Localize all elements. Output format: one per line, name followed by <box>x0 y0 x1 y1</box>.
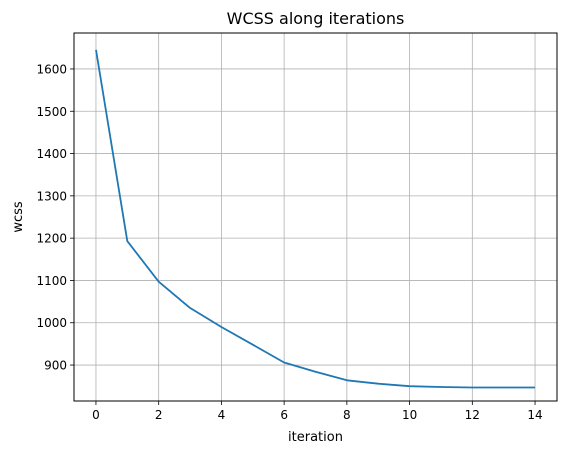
y-tick-label: 1500 <box>36 105 67 119</box>
y-tick-label: 1100 <box>36 274 67 288</box>
y-tick-label: 1600 <box>36 62 67 76</box>
axes-frame <box>73 32 558 402</box>
y-axis-label: wcss <box>11 201 26 233</box>
wcss-series-line <box>95 49 535 389</box>
x-tick-label: 14 <box>527 408 542 422</box>
x-tick-label: 4 <box>218 408 226 422</box>
y-tick-label: 1300 <box>36 189 67 203</box>
x-tick-label: 6 <box>280 408 288 422</box>
grid-lines <box>74 33 557 401</box>
x-tick-label: 8 <box>343 408 351 422</box>
axis-ticks: 0 2 4 6 8 10 12 14 900 1000 1100 1200 1300 1400 1500 16… <box>36 62 542 422</box>
y-tick-label: 1000 <box>36 316 67 330</box>
x-tick-label: 10 <box>402 408 417 422</box>
y-tick-label: 900 <box>44 359 67 373</box>
chart-title: WCSS along iterations <box>227 9 405 28</box>
x-tick-label: 12 <box>465 408 480 422</box>
x-tick-label: 0 <box>92 408 100 422</box>
series-layer <box>95 49 535 389</box>
y-tick-label: 1200 <box>36 232 67 246</box>
x-axis-label: iteration <box>288 430 343 445</box>
y-tick-label: 1400 <box>36 147 67 161</box>
x-tick-label: 2 <box>155 408 163 422</box>
